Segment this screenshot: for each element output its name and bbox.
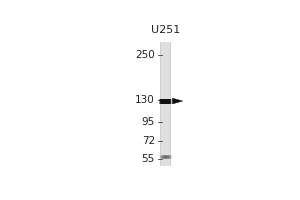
Text: 250: 250 (135, 50, 155, 60)
Bar (160, 42, 171, 166)
Text: 55: 55 (142, 154, 155, 164)
Bar (161, 42, 170, 166)
Text: 130: 130 (135, 95, 155, 105)
Text: U251: U251 (151, 25, 180, 35)
Text: 95: 95 (142, 117, 155, 127)
Polygon shape (172, 98, 183, 104)
Text: 72: 72 (142, 136, 155, 146)
